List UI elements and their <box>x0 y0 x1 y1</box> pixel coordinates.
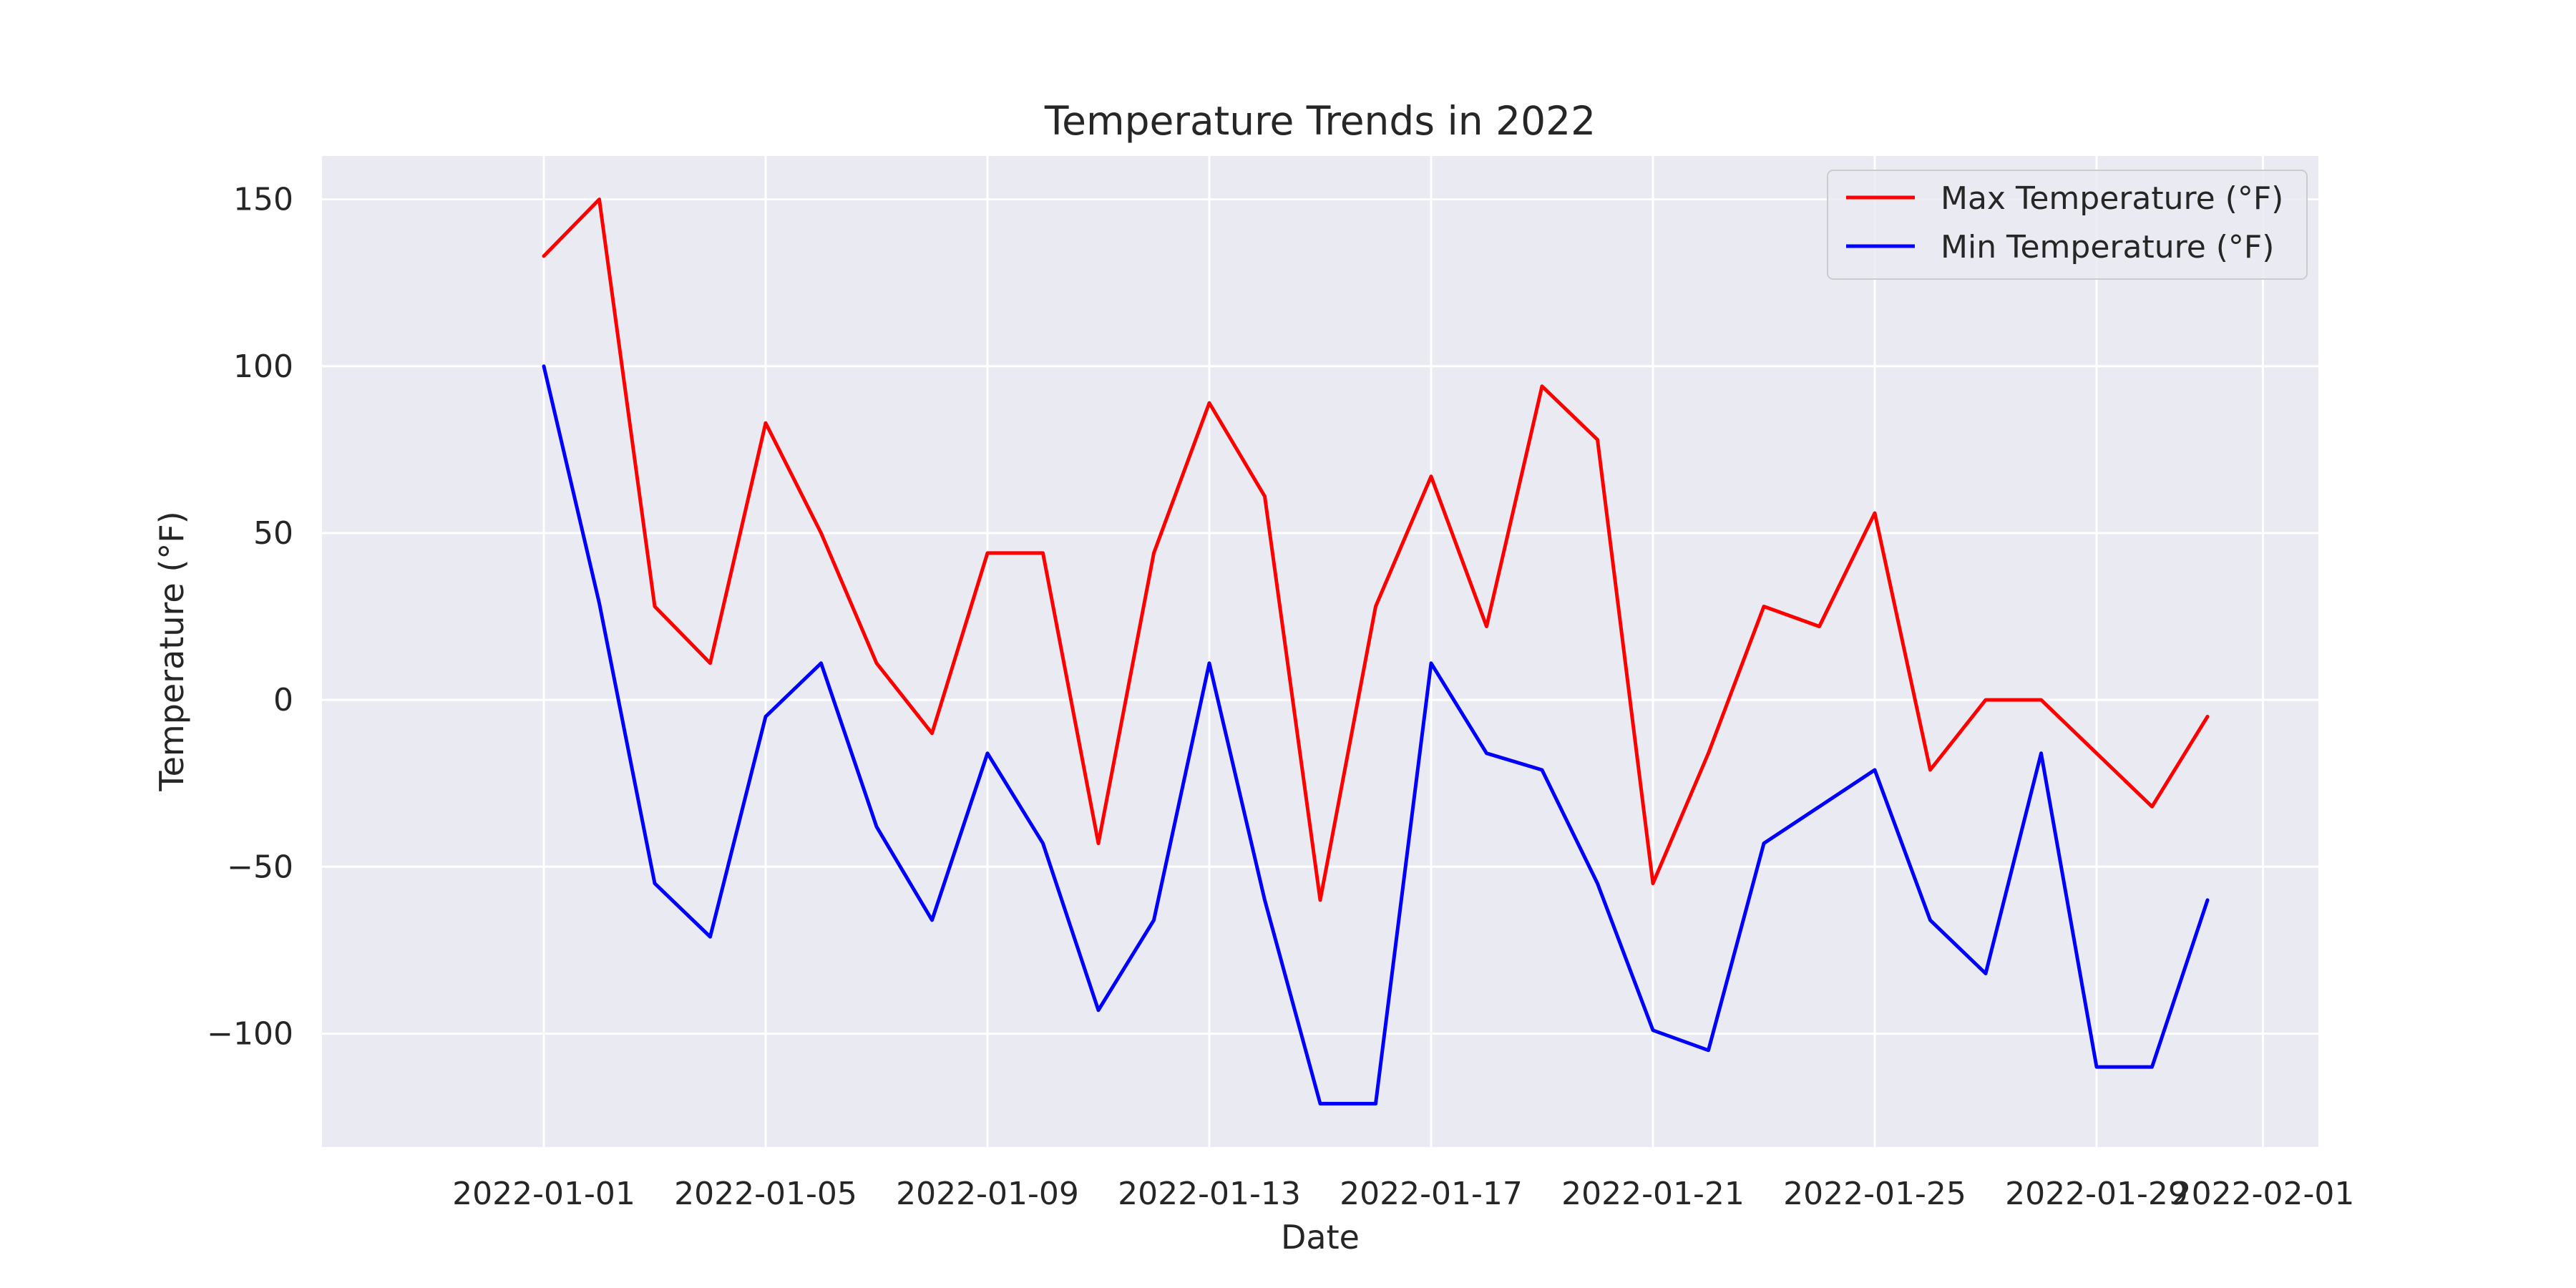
y-tick-label: 50 <box>253 515 293 552</box>
x-tick-label: 2022-01-05 <box>674 1176 857 1212</box>
x-tick-label: 2022-01-25 <box>1783 1176 1966 1212</box>
legend-label-min: Min Temperature (°F) <box>1941 229 2274 265</box>
y-tick-labels: 150 100 50 0 −50 −100 <box>207 182 293 1053</box>
y-tick-label: 150 <box>233 182 293 218</box>
y-tick-label: 100 <box>233 348 293 385</box>
x-tick-label: 2022-01-09 <box>896 1176 1079 1212</box>
x-tick-label: 2022-01-21 <box>1561 1176 1745 1212</box>
x-tick-labels: 2022-01-01 2022-01-05 2022-01-09 2022-01-13… <box>452 1176 2354 1212</box>
series-line-min-temperature <box>542 364 2210 1106</box>
y-tick-label: −100 <box>207 1015 293 1052</box>
x-axis-label: Date <box>1281 1218 1360 1257</box>
y-tick-label: −50 <box>227 849 293 885</box>
x-tick-label: 2022-01-29 <box>2005 1176 2188 1212</box>
grid <box>322 156 2318 1147</box>
x-tick-label: 2022-01-01 <box>452 1176 635 1212</box>
chart-title: Temperature Trends in 2022 <box>1044 98 1596 144</box>
x-tick-label: 2022-01-13 <box>1118 1176 1301 1212</box>
legend-label-max: Max Temperature (°F) <box>1941 180 2283 217</box>
plot-background <box>322 156 2318 1147</box>
legend-box <box>1827 170 2308 280</box>
x-tick-label: 2022-01-17 <box>1340 1176 1523 1212</box>
y-axis-label: Temperature (°F) <box>152 511 191 791</box>
y-tick-label: 0 <box>273 682 293 718</box>
series-lines <box>542 197 2210 1106</box>
legend: Max Temperature (°F) Min Temperature (°F… <box>1827 170 2308 280</box>
series-line-max-temperature <box>542 197 2210 902</box>
x-tick-label: 2022-02-01 <box>2172 1176 2355 1212</box>
